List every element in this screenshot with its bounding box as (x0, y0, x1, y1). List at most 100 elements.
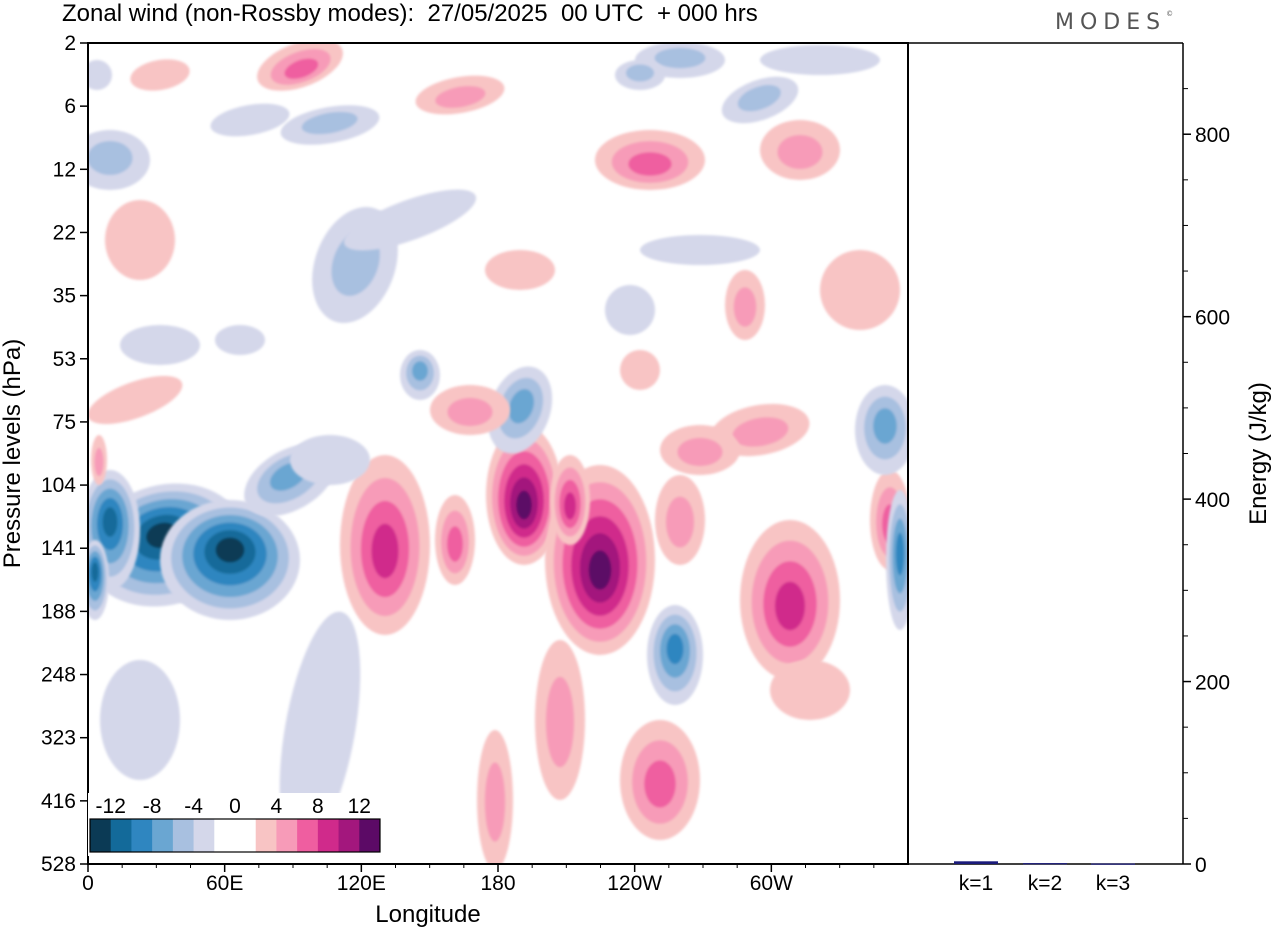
y-tick-label: 323 (41, 727, 76, 750)
contour-level (412, 361, 428, 381)
y-tick-label: 35 (53, 285, 76, 308)
colorbar-label: 4 (271, 795, 283, 818)
y-tick-label: 141 (41, 537, 76, 560)
contour-level (644, 760, 676, 808)
y-tick-label: 6 (64, 95, 76, 118)
modes-logo: MODES© (1055, 10, 1174, 35)
contour-level (640, 235, 760, 265)
contour-blob (91, 435, 107, 485)
contour-blob (721, 76, 799, 124)
contour-blob (400, 350, 440, 400)
contour-blob (435, 495, 475, 585)
contour-level (343, 189, 477, 251)
y-tick-label: 528 (41, 853, 76, 876)
colorbar-swatch (152, 819, 174, 852)
contour-level (777, 135, 823, 169)
energy-bar-label: k=2 (1028, 872, 1062, 895)
contour-blob (615, 60, 665, 90)
contour-blob (343, 189, 477, 251)
contour-blob (487, 366, 553, 454)
x-axis: 0 60E 120E 180 120W 60W Longitude (82, 864, 875, 928)
contour-blob (415, 75, 505, 115)
chart-title: Zonal wind (non-Rossby modes): 27/05/202… (62, 0, 758, 27)
contour-level (774, 581, 806, 631)
y-axis-title: Pressure levels (hPa) (0, 339, 26, 568)
energy-bar (1023, 863, 1067, 865)
contour-level (130, 59, 190, 91)
contour-blob (886, 490, 908, 630)
contour-blob (770, 660, 850, 720)
energy-axis: 0 200 400 600 800 Energy (J/kg) (1183, 88, 1272, 877)
colorbar: -12 -8 -4 0 4 8 12 (88, 793, 382, 856)
y-tick-label: 248 (41, 664, 76, 687)
contour-level (654, 47, 706, 69)
colorbar-label: -8 (143, 795, 162, 818)
contour-blob (760, 120, 840, 180)
contour-level (435, 85, 486, 108)
x-tick-label: 60E (206, 872, 243, 895)
contour-level (88, 60, 112, 90)
colorbar-swatch (317, 819, 340, 852)
contour-blob (740, 520, 840, 680)
contour-blob (88, 375, 183, 425)
energy-tick-label: 200 (1195, 672, 1230, 695)
contour-blob (88, 540, 109, 620)
x-tick-label: 60W (750, 872, 793, 895)
colorbar-swatch (110, 819, 132, 852)
contour-blob (620, 350, 660, 390)
contour-blob (550, 455, 590, 545)
contour-blob (130, 59, 190, 91)
x-tick-label: 180 (480, 872, 515, 895)
contour-level (820, 250, 900, 330)
contour-blob (486, 425, 562, 565)
contour-level (516, 490, 532, 520)
energy-bar (954, 861, 998, 864)
contour-level (447, 397, 493, 427)
contour-blob (210, 103, 290, 137)
colorbar-frame (89, 818, 381, 853)
contour-level (620, 350, 660, 390)
colorbar-swatch (193, 819, 215, 852)
contour-blob (640, 235, 760, 265)
contour-blob (855, 385, 908, 475)
contour-level (215, 537, 245, 563)
contour-level (625, 64, 655, 82)
contour-blob (160, 500, 300, 620)
x-tick-label: 120W (607, 872, 662, 895)
contour-level (91, 562, 99, 582)
contour-level (484, 762, 506, 842)
energy-bars: k=1 k=2 k=3 (954, 861, 1135, 895)
colorbar-swatch (214, 819, 236, 852)
contour-blob (655, 475, 705, 565)
y-tick-label: 22 (53, 221, 76, 244)
contour-level (88, 375, 183, 425)
x-tick-label: 120E (337, 872, 386, 895)
contour-blob (660, 425, 740, 475)
colorbar-swatch (172, 819, 195, 852)
y-axis: 2 6 12 22 35 53 75 104 141 188 248 323 416 528 Pressur… (0, 32, 88, 876)
contour-blob (100, 660, 180, 780)
contour-blob (215, 325, 265, 355)
wind-field (88, 43, 908, 864)
contour-blob (105, 200, 175, 280)
contour-blob (257, 43, 343, 91)
energy-tick-label: 400 (1195, 489, 1230, 512)
contour-blob (820, 250, 900, 330)
contour-level (290, 435, 370, 485)
contour-level (677, 437, 723, 467)
colorbar-label: 8 (312, 795, 324, 818)
contour-blob (120, 325, 200, 365)
contour-level (485, 250, 555, 290)
colorbar-label: -12 (96, 795, 126, 818)
contour-blob (290, 435, 370, 485)
colorbar-swatch (235, 819, 257, 852)
colorbar-label: 12 (348, 795, 371, 818)
y-tick-label: 53 (53, 348, 76, 371)
colorbar-label: 0 (229, 795, 241, 818)
colorbar-swatch (297, 819, 319, 852)
contour-level (895, 532, 905, 576)
energy-axis-title: Energy (J/kg) (1245, 382, 1272, 525)
contour-blob (340, 455, 430, 635)
colorbar-swatch (338, 819, 360, 852)
